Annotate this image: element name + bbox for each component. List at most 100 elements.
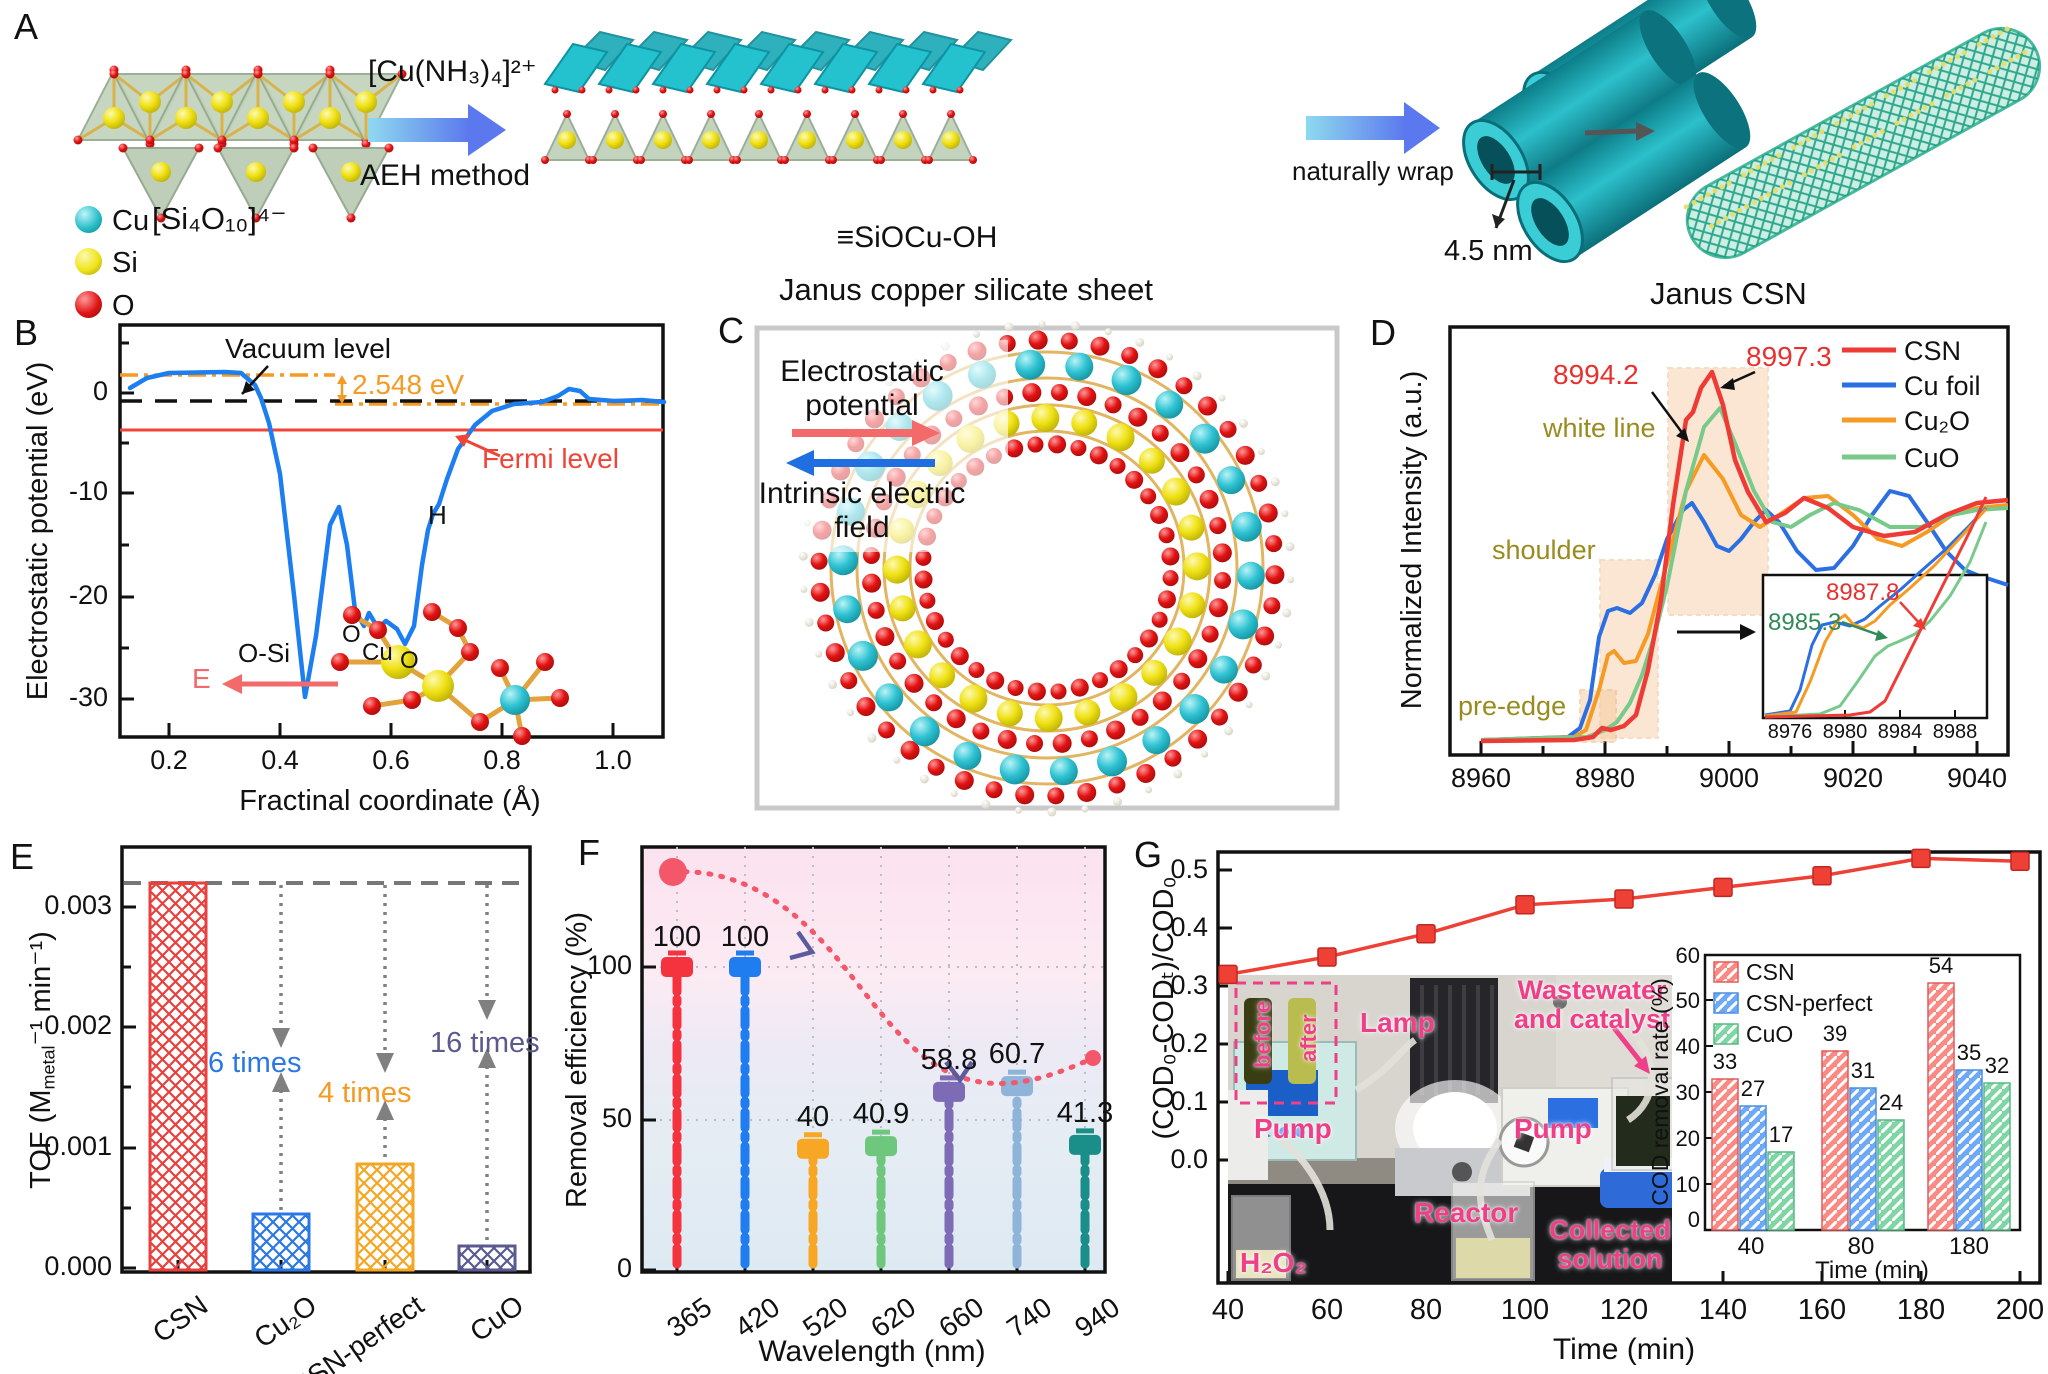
reaction-arrow-2 [1306, 102, 1440, 154]
before-after-box [1234, 981, 1338, 1105]
panel-f-plot [640, 845, 1107, 1274]
panel-b-label: B [14, 312, 39, 353]
main-peak-arrow [1720, 370, 1756, 390]
inset-red-arrow [1899, 601, 1926, 630]
inset-legend-swatches [1713, 961, 1739, 1045]
b-ytick: 0 [92, 376, 108, 406]
tof-bars [148, 881, 517, 1272]
d-legend-cufoil: Cu foil [1904, 371, 1981, 401]
e-ytick: 0.000 [44, 1251, 112, 1281]
e-ytick: 0.001 [44, 1131, 112, 1161]
panel-a-label: A [14, 6, 39, 47]
cu-legend-label: Cu [112, 205, 150, 237]
g-ytick: 0.3 [1170, 970, 1208, 1000]
d-legend-cu2o: Cu₂O [1904, 406, 1970, 436]
gi-legend-csn: CSN [1746, 959, 1795, 985]
gi-ytick: 10 [1675, 1172, 1700, 1197]
gi-legend-csnperfect: CSN-perfect [1746, 990, 1873, 1016]
potential-curve [127, 369, 667, 700]
gi-value: 17 [1768, 1122, 1794, 1147]
shoulder-peak-arrow [1650, 391, 1689, 442]
osi-label: O-Si [238, 638, 290, 668]
f-value: 41.3 [1056, 1097, 1114, 1129]
f-value: 100 [720, 921, 770, 953]
product-label: Janus CSN [1650, 276, 1807, 311]
d-inset-xtick: 8988 [1932, 721, 1978, 743]
shoulder-label: shoulder [1492, 535, 1596, 565]
d-xtick: 9040 [1946, 763, 2008, 793]
g-xtick: 140 [1698, 1294, 1748, 1326]
gi-value: 35 [1956, 1040, 1982, 1065]
g-xtick: 160 [1797, 1294, 1847, 1326]
panel-c-label: C [718, 310, 744, 351]
after-label: after [1296, 1014, 1321, 1062]
panel-b-xlabel: Fractinal coordinate (Å) [239, 785, 541, 817]
reaction-arrow-1 [368, 104, 506, 156]
e-ytick: 0.002 [44, 1010, 112, 1040]
f-ytick: 0 [616, 1253, 632, 1283]
gi-ytick: 50 [1675, 988, 1700, 1013]
pre-edge-label: pre-edge [1458, 691, 1567, 721]
h2o2-label: H₂O₂ [1240, 1247, 1307, 1278]
peak-8994-label: 8994.2 [1553, 359, 1639, 390]
cufoil-curve [1480, 489, 2009, 742]
electrostatic-arrow [792, 420, 940, 446]
g-xtick: 120 [1599, 1294, 1649, 1326]
si-legend-label: Si [112, 247, 138, 279]
f-value: 40 [796, 1101, 830, 1133]
cuo-curve [1480, 406, 2009, 742]
four-times-label: 4 times [318, 1077, 412, 1109]
cu-label: Cu [362, 639, 393, 666]
experiment-photo [1228, 975, 1672, 1283]
gi-xtick: 40 [1737, 1233, 1765, 1260]
gi-ytick: 60 [1675, 943, 1700, 968]
panel-e-plot [120, 845, 532, 1274]
collected-label-1: Collected [1549, 1215, 1671, 1245]
trend-dotted-curve [670, 869, 1096, 1086]
gi-value: 54 [1928, 953, 1954, 978]
sheet-caption: Janus copper silicate sheet [779, 272, 1153, 307]
f-ytick: 50 [601, 1103, 632, 1133]
e-ylabel-sub: metal [38, 1045, 59, 1090]
f-value: 58.8 [920, 1044, 978, 1076]
g-ytick: 0.1 [1170, 1086, 1208, 1116]
g-xtick: 200 [1995, 1294, 2045, 1326]
panel-d-inset [1677, 496, 1989, 720]
d-xtick: 9020 [1822, 763, 1884, 793]
d-inset-xtick: 8980 [1822, 721, 1868, 743]
panel-f-xlabel: Wavelength (nm) [758, 1335, 986, 1368]
measure-arrowhead [1492, 214, 1505, 228]
panel-g-label: G [1134, 834, 1163, 875]
wrap-arrow [1584, 122, 1655, 141]
g-xtick: 80 [1409, 1294, 1443, 1326]
cluster-model [331, 603, 569, 745]
peak-8997-label: 8997.3 [1746, 341, 1832, 372]
silicate-formula: [Si₄O₁₀]⁴⁻ [152, 201, 287, 236]
janus-sheet-model [541, 30, 1013, 164]
b-xtick: 0.2 [150, 745, 188, 775]
gi-ytick: 30 [1675, 1080, 1700, 1105]
vacuum-level-label: Vacuum level [225, 333, 392, 364]
vacuum-annotation-arrow [241, 365, 269, 395]
panel-g-inset [1703, 953, 2022, 1232]
panel-b-plot [118, 323, 667, 745]
d-inset-xtick: 8984 [1877, 721, 1923, 743]
gi-ytick: 0 [1687, 1207, 1700, 1232]
f-value: 60.7 [988, 1038, 1046, 1070]
g-xtick: 100 [1500, 1294, 1550, 1326]
d-inset-xtick: 8976 [1767, 721, 1813, 743]
g-ytick: 0.0 [1170, 1144, 1208, 1174]
g-ytick: 0.4 [1170, 912, 1208, 942]
gap-label: 2.548 eV [352, 369, 465, 400]
nanotube-mesh-model [1683, 26, 2042, 260]
six-times-label: 6 times [208, 1047, 302, 1079]
gi-value: 32 [1984, 1053, 2010, 1078]
gi-value: 27 [1740, 1076, 1766, 1101]
csn-curve [1480, 369, 2009, 744]
lamp-label: Lamp [1360, 1007, 1435, 1038]
gi-ytick: 40 [1675, 1034, 1700, 1059]
g-xtick: 60 [1310, 1294, 1344, 1326]
panel-e-label: E [10, 836, 35, 877]
d-legend-cuo: CuO [1904, 443, 1960, 473]
fold-arrowheads [272, 1000, 496, 1120]
